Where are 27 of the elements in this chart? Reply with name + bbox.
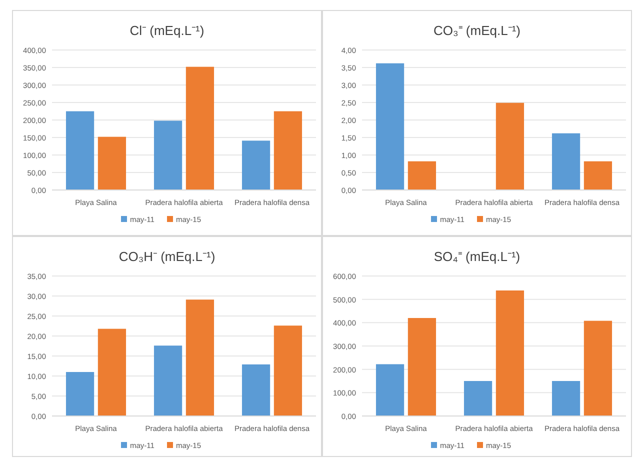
chart-title: CO₃H⁻ (mEq.L⁻¹) xyxy=(118,249,216,264)
bar xyxy=(154,120,182,190)
bar xyxy=(66,111,94,190)
chart-title: Cl⁻ (mEq.L⁻¹) xyxy=(130,23,204,38)
bar xyxy=(376,63,404,190)
bar xyxy=(66,372,94,416)
bar xyxy=(584,161,612,190)
bar xyxy=(98,136,126,190)
bar xyxy=(408,161,436,190)
bar xyxy=(376,364,404,416)
bar xyxy=(408,318,436,416)
bar xyxy=(552,381,580,416)
bar xyxy=(98,328,126,416)
bar xyxy=(584,320,612,416)
bar xyxy=(274,326,302,416)
bar xyxy=(464,381,492,416)
bar xyxy=(496,102,524,190)
bar xyxy=(552,133,580,190)
bar xyxy=(154,346,182,416)
bar xyxy=(242,140,270,190)
bar xyxy=(242,364,270,416)
bar xyxy=(496,290,524,416)
bar xyxy=(186,66,214,190)
bar xyxy=(186,300,214,416)
chart-title: CO₃⁼ (mEq.L⁻¹) xyxy=(434,23,520,38)
bar xyxy=(274,111,302,190)
chart-title: SO₄⁼ (mEq.L⁻¹) xyxy=(434,249,520,264)
